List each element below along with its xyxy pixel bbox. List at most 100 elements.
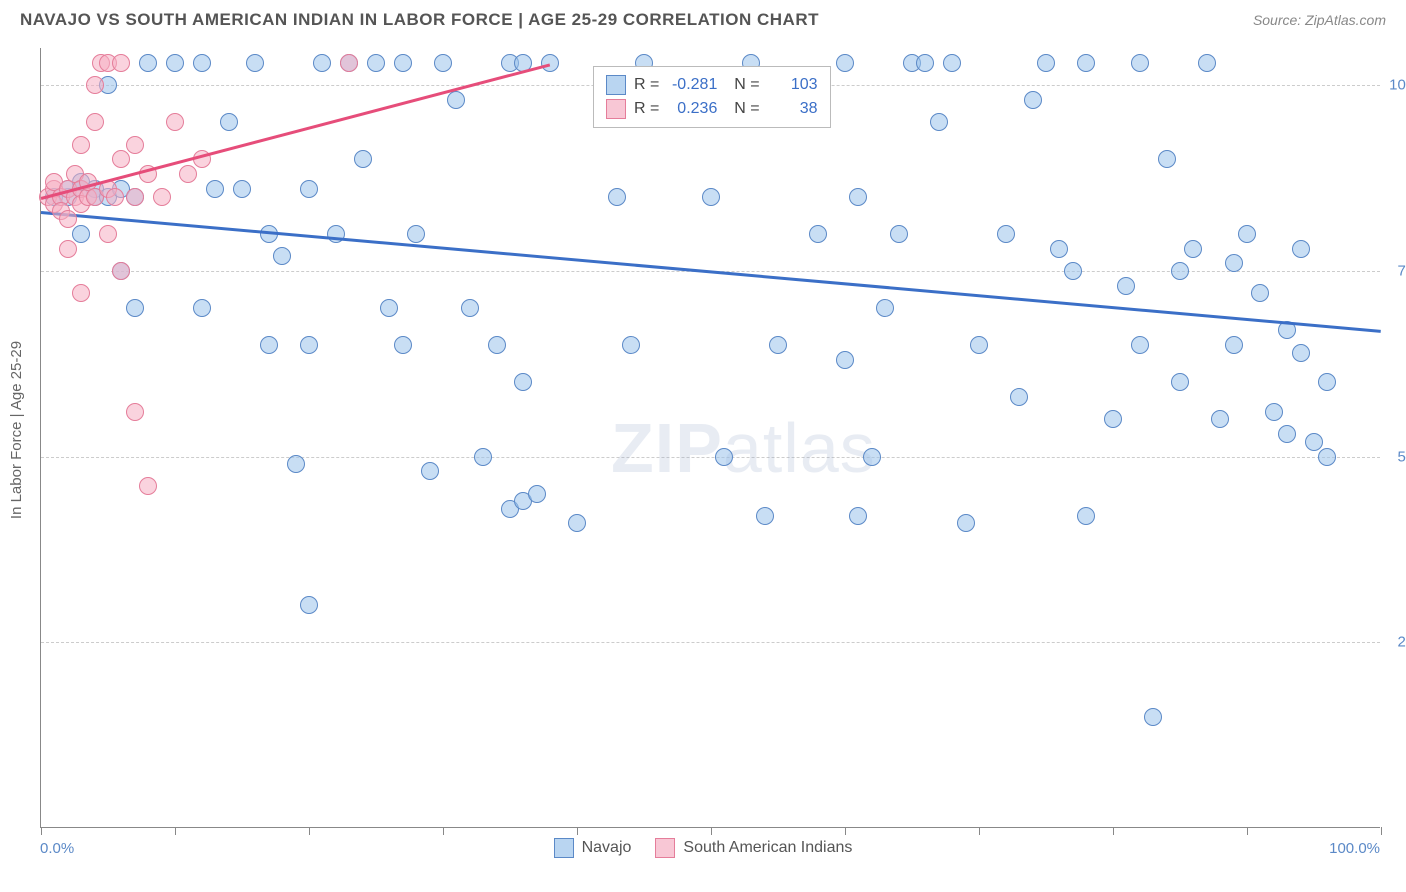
data-point [514, 373, 532, 391]
data-point [287, 455, 305, 473]
data-point [421, 462, 439, 480]
data-point [193, 54, 211, 72]
correlation-legend: R =-0.281 N =103R =0.236 N =38 [593, 66, 831, 128]
data-point [86, 76, 104, 94]
data-point [220, 113, 238, 131]
data-point [1037, 54, 1055, 72]
x-tick [577, 827, 578, 835]
data-point [139, 477, 157, 495]
data-point [300, 596, 318, 614]
data-point [970, 336, 988, 354]
data-point [622, 336, 640, 354]
data-point [300, 180, 318, 198]
data-point [1318, 448, 1336, 466]
watermark: ZIPatlas [611, 408, 876, 488]
data-point [126, 403, 144, 421]
data-point [876, 299, 894, 317]
data-point [166, 113, 184, 131]
data-point [849, 507, 867, 525]
data-point [1024, 91, 1042, 109]
data-point [769, 336, 787, 354]
data-point [434, 54, 452, 72]
data-point [488, 336, 506, 354]
data-point [1251, 284, 1269, 302]
data-point [890, 225, 908, 243]
data-point [59, 210, 77, 228]
data-point [608, 188, 626, 206]
data-point [1225, 336, 1243, 354]
data-point [568, 514, 586, 532]
trend-line [41, 63, 551, 199]
data-point [541, 54, 559, 72]
x-tick [711, 827, 712, 835]
legend-n-value: 38 [768, 100, 818, 118]
legend-row: R =-0.281 N =103 [606, 73, 818, 97]
gridline-h [41, 642, 1380, 643]
x-tick [979, 827, 980, 835]
source-attribution: Source: ZipAtlas.com [1253, 12, 1386, 28]
scatter-plot-area: 25.0%50.0%75.0%100.0%ZIPatlasR =-0.281 N… [40, 48, 1380, 828]
data-point [300, 336, 318, 354]
data-point [112, 54, 130, 72]
data-point [1104, 410, 1122, 428]
data-point [997, 225, 1015, 243]
data-point [273, 247, 291, 265]
data-point [1184, 240, 1202, 258]
legend-bottom-item: South American Indians [655, 838, 852, 858]
x-tick [443, 827, 444, 835]
data-point [260, 336, 278, 354]
legend-n-label: N = [725, 100, 759, 118]
legend-label: South American Indians [683, 839, 852, 857]
data-point [1198, 54, 1216, 72]
data-point [474, 448, 492, 466]
data-point [1117, 277, 1135, 295]
data-point [72, 225, 90, 243]
data-point [206, 180, 224, 198]
data-point [166, 54, 184, 72]
x-tick [309, 827, 310, 835]
legend-swatch [606, 99, 626, 119]
y-tick-label: 100.0% [1389, 77, 1406, 94]
data-point [354, 150, 372, 168]
x-tick [41, 827, 42, 835]
data-point [340, 54, 358, 72]
data-point [447, 91, 465, 109]
chart-title: NAVAJO VS SOUTH AMERICAN INDIAN IN LABOR… [20, 10, 819, 30]
data-point [930, 113, 948, 131]
data-point [367, 54, 385, 72]
data-point [863, 448, 881, 466]
data-point [380, 299, 398, 317]
legend-swatch [606, 75, 626, 95]
data-point [1158, 150, 1176, 168]
data-point [246, 54, 264, 72]
data-point [106, 188, 124, 206]
gridline-h [41, 457, 1380, 458]
data-point [126, 188, 144, 206]
data-point [809, 225, 827, 243]
data-point [86, 113, 104, 131]
data-point [702, 188, 720, 206]
legend-r-label: R = [634, 100, 659, 118]
data-point [112, 150, 130, 168]
y-tick-label: 50.0% [1397, 448, 1406, 465]
legend-row: R =0.236 N =38 [606, 97, 818, 121]
y-tick-label: 75.0% [1397, 262, 1406, 279]
data-point [112, 262, 130, 280]
data-point [1131, 336, 1149, 354]
legend-n-label: N = [725, 76, 759, 94]
data-point [233, 180, 251, 198]
y-axis-title: In Labor Force | Age 25-29 [8, 341, 25, 519]
data-point [1050, 240, 1068, 258]
legend-label: Navajo [582, 839, 632, 857]
data-point [1077, 54, 1095, 72]
x-tick [1381, 827, 1382, 835]
data-point [407, 225, 425, 243]
legend-bottom-item: Navajo [554, 838, 632, 858]
data-point [849, 188, 867, 206]
data-point [59, 240, 77, 258]
data-point [126, 299, 144, 317]
x-tick [1247, 827, 1248, 835]
data-point [153, 188, 171, 206]
data-point [528, 485, 546, 503]
data-point [1131, 54, 1149, 72]
